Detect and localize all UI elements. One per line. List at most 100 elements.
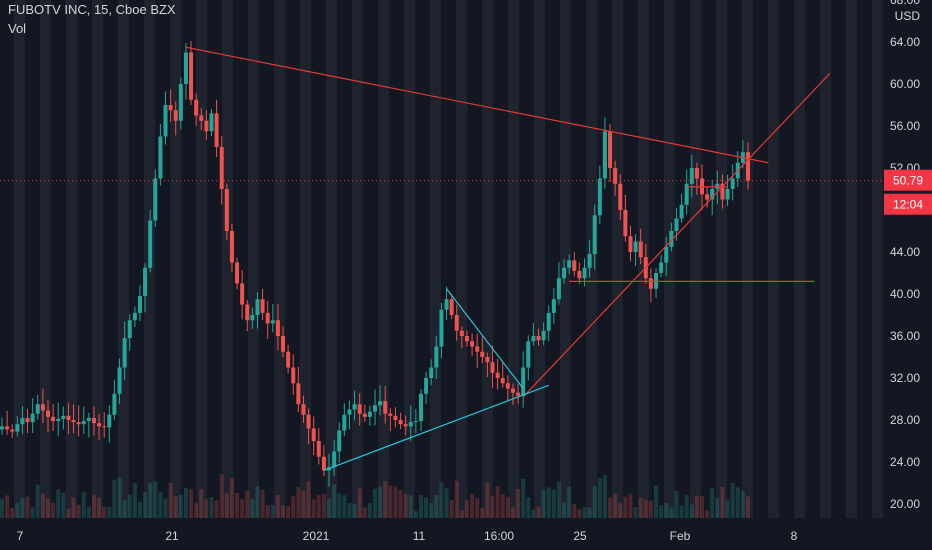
candle <box>158 136 163 179</box>
volume-bar <box>301 490 306 518</box>
currency-label: USD <box>895 9 921 23</box>
volume-bar <box>20 497 25 518</box>
candle <box>541 330 546 341</box>
volume-bar <box>76 504 81 518</box>
session-band <box>248 0 259 518</box>
candle <box>15 424 20 432</box>
volume-bar <box>5 495 10 518</box>
candle <box>684 183 689 205</box>
candle <box>66 415 71 420</box>
volume-bar <box>245 490 250 518</box>
session-band <box>560 0 571 518</box>
price-axis[interactable]: 20.0024.0028.0032.0036.0040.0044.0048.00… <box>884 0 932 550</box>
volume-bar <box>439 482 444 518</box>
volume-bar <box>454 480 459 518</box>
volume-bar <box>286 506 291 518</box>
candle <box>592 215 597 255</box>
volume-bar <box>189 489 194 518</box>
price-tick-label: 60.00 <box>890 77 920 91</box>
candle <box>413 421 418 423</box>
volume-bar <box>255 486 260 518</box>
volume-bar <box>86 506 91 518</box>
candle <box>434 346 439 368</box>
volume-bar <box>408 495 413 518</box>
candle <box>669 231 674 247</box>
price-tick-label: 56.00 <box>890 119 920 133</box>
candle <box>316 441 321 457</box>
candle <box>25 417 30 423</box>
candle <box>674 218 679 231</box>
candle <box>255 299 260 315</box>
candle <box>505 383 510 389</box>
session-band <box>820 0 831 518</box>
session-band <box>92 0 103 518</box>
candle <box>286 351 291 368</box>
volume-bar <box>240 499 245 518</box>
volume-bar <box>459 510 464 518</box>
candle <box>265 312 270 324</box>
volume-bar <box>178 494 183 518</box>
candle <box>189 52 194 100</box>
candle <box>689 168 694 184</box>
trendline-red[interactable] <box>185 46 769 164</box>
price-tick-label: 64.00 <box>890 35 920 49</box>
candle <box>86 417 91 422</box>
volume-bar <box>281 504 286 518</box>
candle <box>500 378 505 384</box>
volume-bar <box>275 494 280 518</box>
volume-bar <box>587 507 592 518</box>
candle <box>291 367 296 384</box>
volume-bar <box>403 493 408 518</box>
session-band <box>300 0 311 518</box>
session-band <box>846 0 857 518</box>
trendline-cyan[interactable] <box>446 288 524 389</box>
candle <box>388 413 393 416</box>
candle <box>424 378 429 394</box>
volume-bar <box>643 499 648 518</box>
trendline-cyan[interactable] <box>323 384 549 471</box>
candle <box>332 451 337 468</box>
volume-bar <box>235 492 240 518</box>
time-tick-label: 8 <box>791 529 798 543</box>
volume-bar <box>490 496 495 518</box>
volume-bar <box>173 496 178 518</box>
candle <box>730 178 735 189</box>
volume-bar <box>715 497 720 518</box>
candle <box>378 401 383 406</box>
candle <box>495 372 500 378</box>
symbol-title[interactable]: FUBOTV INC, 15, Cboe BZX <box>8 2 176 17</box>
volume-bar <box>434 494 439 518</box>
candle <box>633 241 638 252</box>
volume-bar <box>480 507 485 518</box>
candle <box>173 110 178 121</box>
candle <box>439 309 444 347</box>
candle <box>301 404 306 415</box>
price-tick-label: 36.00 <box>890 329 920 343</box>
volume-bar <box>214 500 219 518</box>
volume-bar <box>689 504 694 518</box>
candle <box>475 346 480 352</box>
volume-bar <box>137 501 142 518</box>
volume-bar <box>464 500 469 518</box>
candle <box>556 278 561 300</box>
time-axis[interactable]: 7 21 2021 11 16:00 25 Feb 8 <box>0 518 932 550</box>
candle <box>97 423 102 427</box>
volume-bar <box>102 506 107 518</box>
trendlines[interactable] <box>185 46 831 471</box>
volume-bar <box>25 496 30 518</box>
volume-bar <box>117 477 122 518</box>
volume-bar <box>582 506 587 518</box>
candle <box>45 410 50 417</box>
candles <box>0 41 750 518</box>
price-tag-label: 50.79 <box>893 174 923 188</box>
candle <box>485 357 490 363</box>
trendline-red[interactable] <box>522 73 831 398</box>
session-band <box>14 0 25 518</box>
candle <box>337 430 342 452</box>
candle <box>710 189 715 200</box>
candle <box>531 336 536 342</box>
volume-label[interactable]: Vol <box>8 21 27 36</box>
volume-bar <box>291 495 296 518</box>
